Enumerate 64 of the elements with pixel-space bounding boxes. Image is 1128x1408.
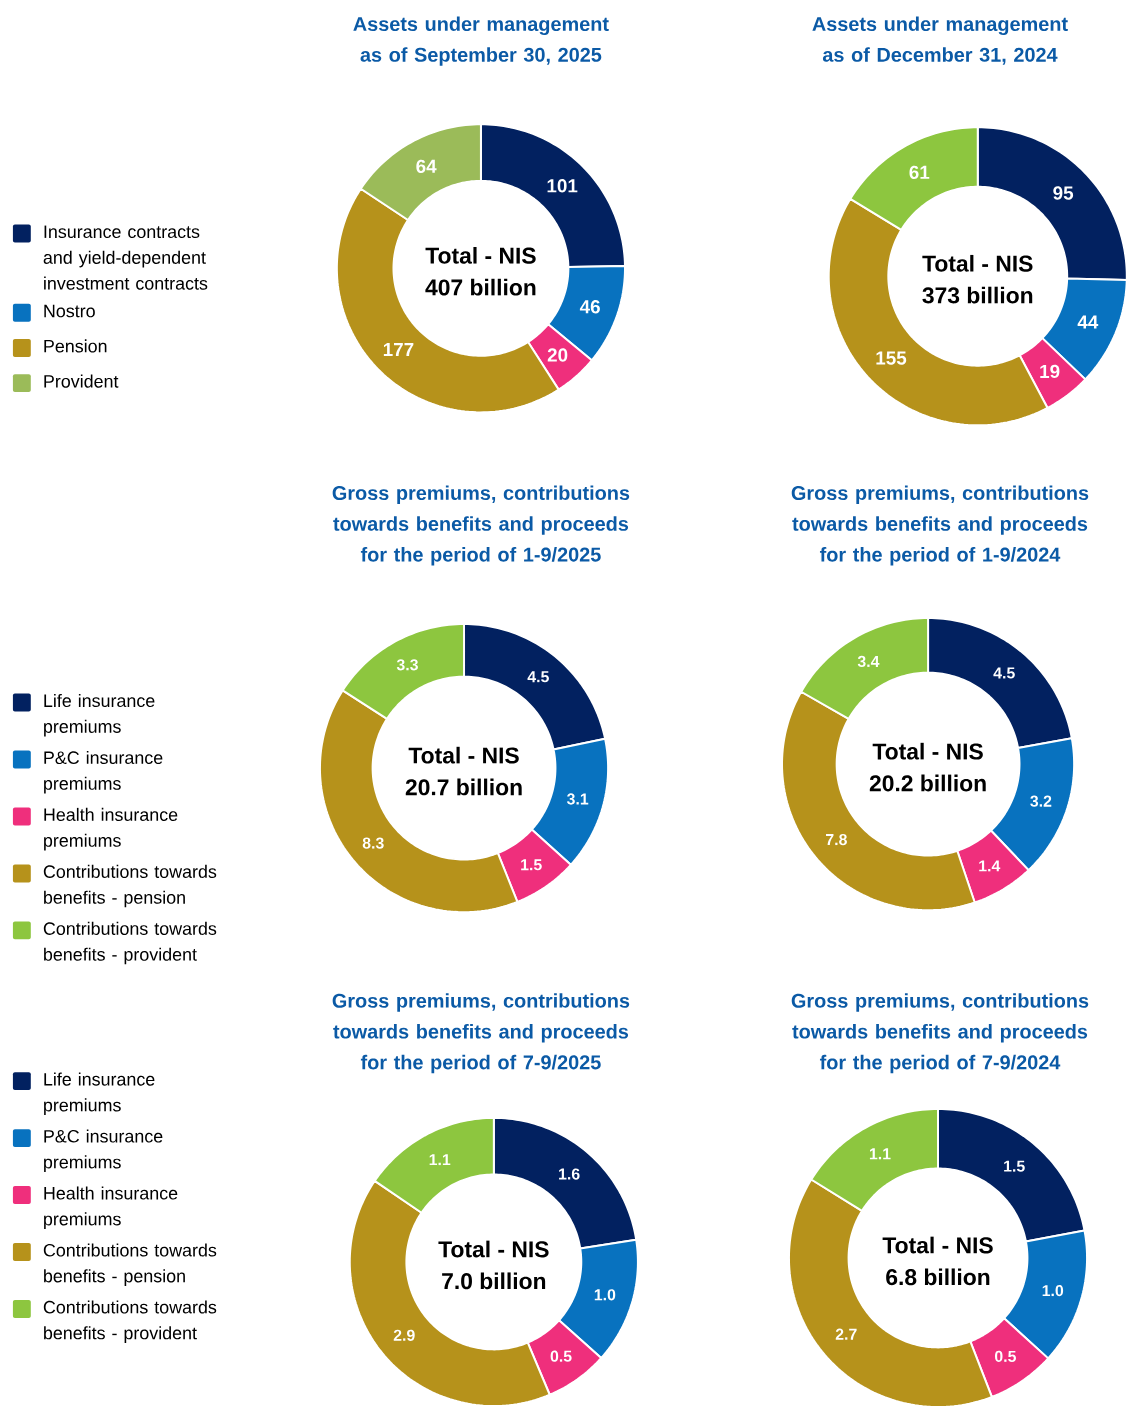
data-label: 0.5 <box>550 1350 572 1362</box>
data-label: 3.1 <box>567 793 589 805</box>
text: Total - NIS <box>425 246 536 264</box>
text: 6.8 billion <box>886 1268 990 1286</box>
legend-label: Health insurance premiums <box>44 807 178 851</box>
data-label: 20 <box>547 348 568 362</box>
data-label: 64 <box>416 159 437 173</box>
data-label: 1.5 <box>521 859 542 871</box>
text: 20.2 billion <box>869 774 986 792</box>
chart-title: Gross premiums, contributions towards benefits and proceeds for the period of 1-9/2025 <box>332 485 630 566</box>
text: Total - NIS <box>408 746 519 764</box>
data-label: 1.1 <box>870 1148 891 1160</box>
text: Total - NIS <box>922 254 1033 272</box>
data-label: 2.9 <box>393 1329 415 1341</box>
legend-label: P&C insurance premiums <box>44 1129 163 1172</box>
data-label: 8.3 <box>362 837 384 849</box>
chart-subtitle: as of December 31, 2024 <box>823 47 1058 65</box>
data-label: 46 <box>580 300 601 314</box>
data-label: 1.0 <box>1042 1284 1064 1297</box>
chart-title: Gross premiums, contributions towards benefits and proceeds for the period of 7-9/2025 <box>332 993 630 1074</box>
data-label: 177 <box>383 343 414 357</box>
data-label: 95 <box>1053 186 1074 200</box>
legend-label: Pension <box>44 339 107 353</box>
text: Total - NIS <box>438 1240 549 1258</box>
legend-label: Provident <box>44 374 119 388</box>
data-label: 61 <box>909 165 930 179</box>
text: 20.7 billion <box>405 778 522 796</box>
chart-subtitle: as of September 30, 2025 <box>360 47 602 66</box>
data-label: 1.6 <box>559 1168 580 1180</box>
chart-title: Gross premiums, contributions towards benefits and proceeds for the period of 1-9/2024 <box>791 485 1089 566</box>
data-label: 3.2 <box>1030 795 1052 807</box>
data-label: 4.5 <box>527 671 550 683</box>
data-label: 1.4 <box>979 860 1001 872</box>
data-label: 2.7 <box>835 1328 857 1340</box>
text: 373 billion <box>922 286 1033 304</box>
text: 407 billion <box>425 278 536 296</box>
chart-title: Gross premiums, contributions towards benefits and proceeds for the period of 7-9/2024 <box>791 993 1089 1074</box>
legend-label: Health insurance premiums <box>44 1186 178 1229</box>
chart-title: Assets under management <box>353 16 609 36</box>
legend-label: Contributions towards benefits - provident <box>43 1300 217 1343</box>
chart-title: Assets under management <box>812 16 1068 36</box>
text: 7.0 billion <box>442 1272 546 1290</box>
legend-label: Nostro <box>44 304 95 318</box>
data-label: 1.1 <box>429 1154 451 1166</box>
legend-label: Contributions towards benefits - pension <box>43 1243 217 1286</box>
legend-label: Insurance contracts and yield-dependent investment contracts <box>43 225 208 290</box>
data-label: 101 <box>547 179 578 193</box>
text: Total - NIS <box>872 742 983 760</box>
data-label: 1.5 <box>1004 1160 1025 1172</box>
legend-label: Life insurance premiums <box>44 1072 155 1116</box>
data-label: 1.0 <box>594 1289 616 1301</box>
legend-label: Contributions towards benefits - provident <box>43 921 217 965</box>
data-label: 3.3 <box>396 659 419 671</box>
data-label: 44 <box>1077 315 1099 329</box>
data-label: 0.5 <box>995 1350 1017 1362</box>
data-label: 4.5 <box>993 667 1015 679</box>
data-label: 3.4 <box>857 655 880 668</box>
data-label: 155 <box>876 351 907 365</box>
text: Total - NIS <box>882 1236 993 1254</box>
legend-label: P&C insurance premiums <box>44 750 163 794</box>
legend-label: Contributions towards benefits - pension <box>43 864 217 908</box>
legend-label: Life insurance premiums <box>44 693 155 737</box>
data-label: 7.8 <box>826 833 848 846</box>
data-label: 19 <box>1040 364 1060 379</box>
